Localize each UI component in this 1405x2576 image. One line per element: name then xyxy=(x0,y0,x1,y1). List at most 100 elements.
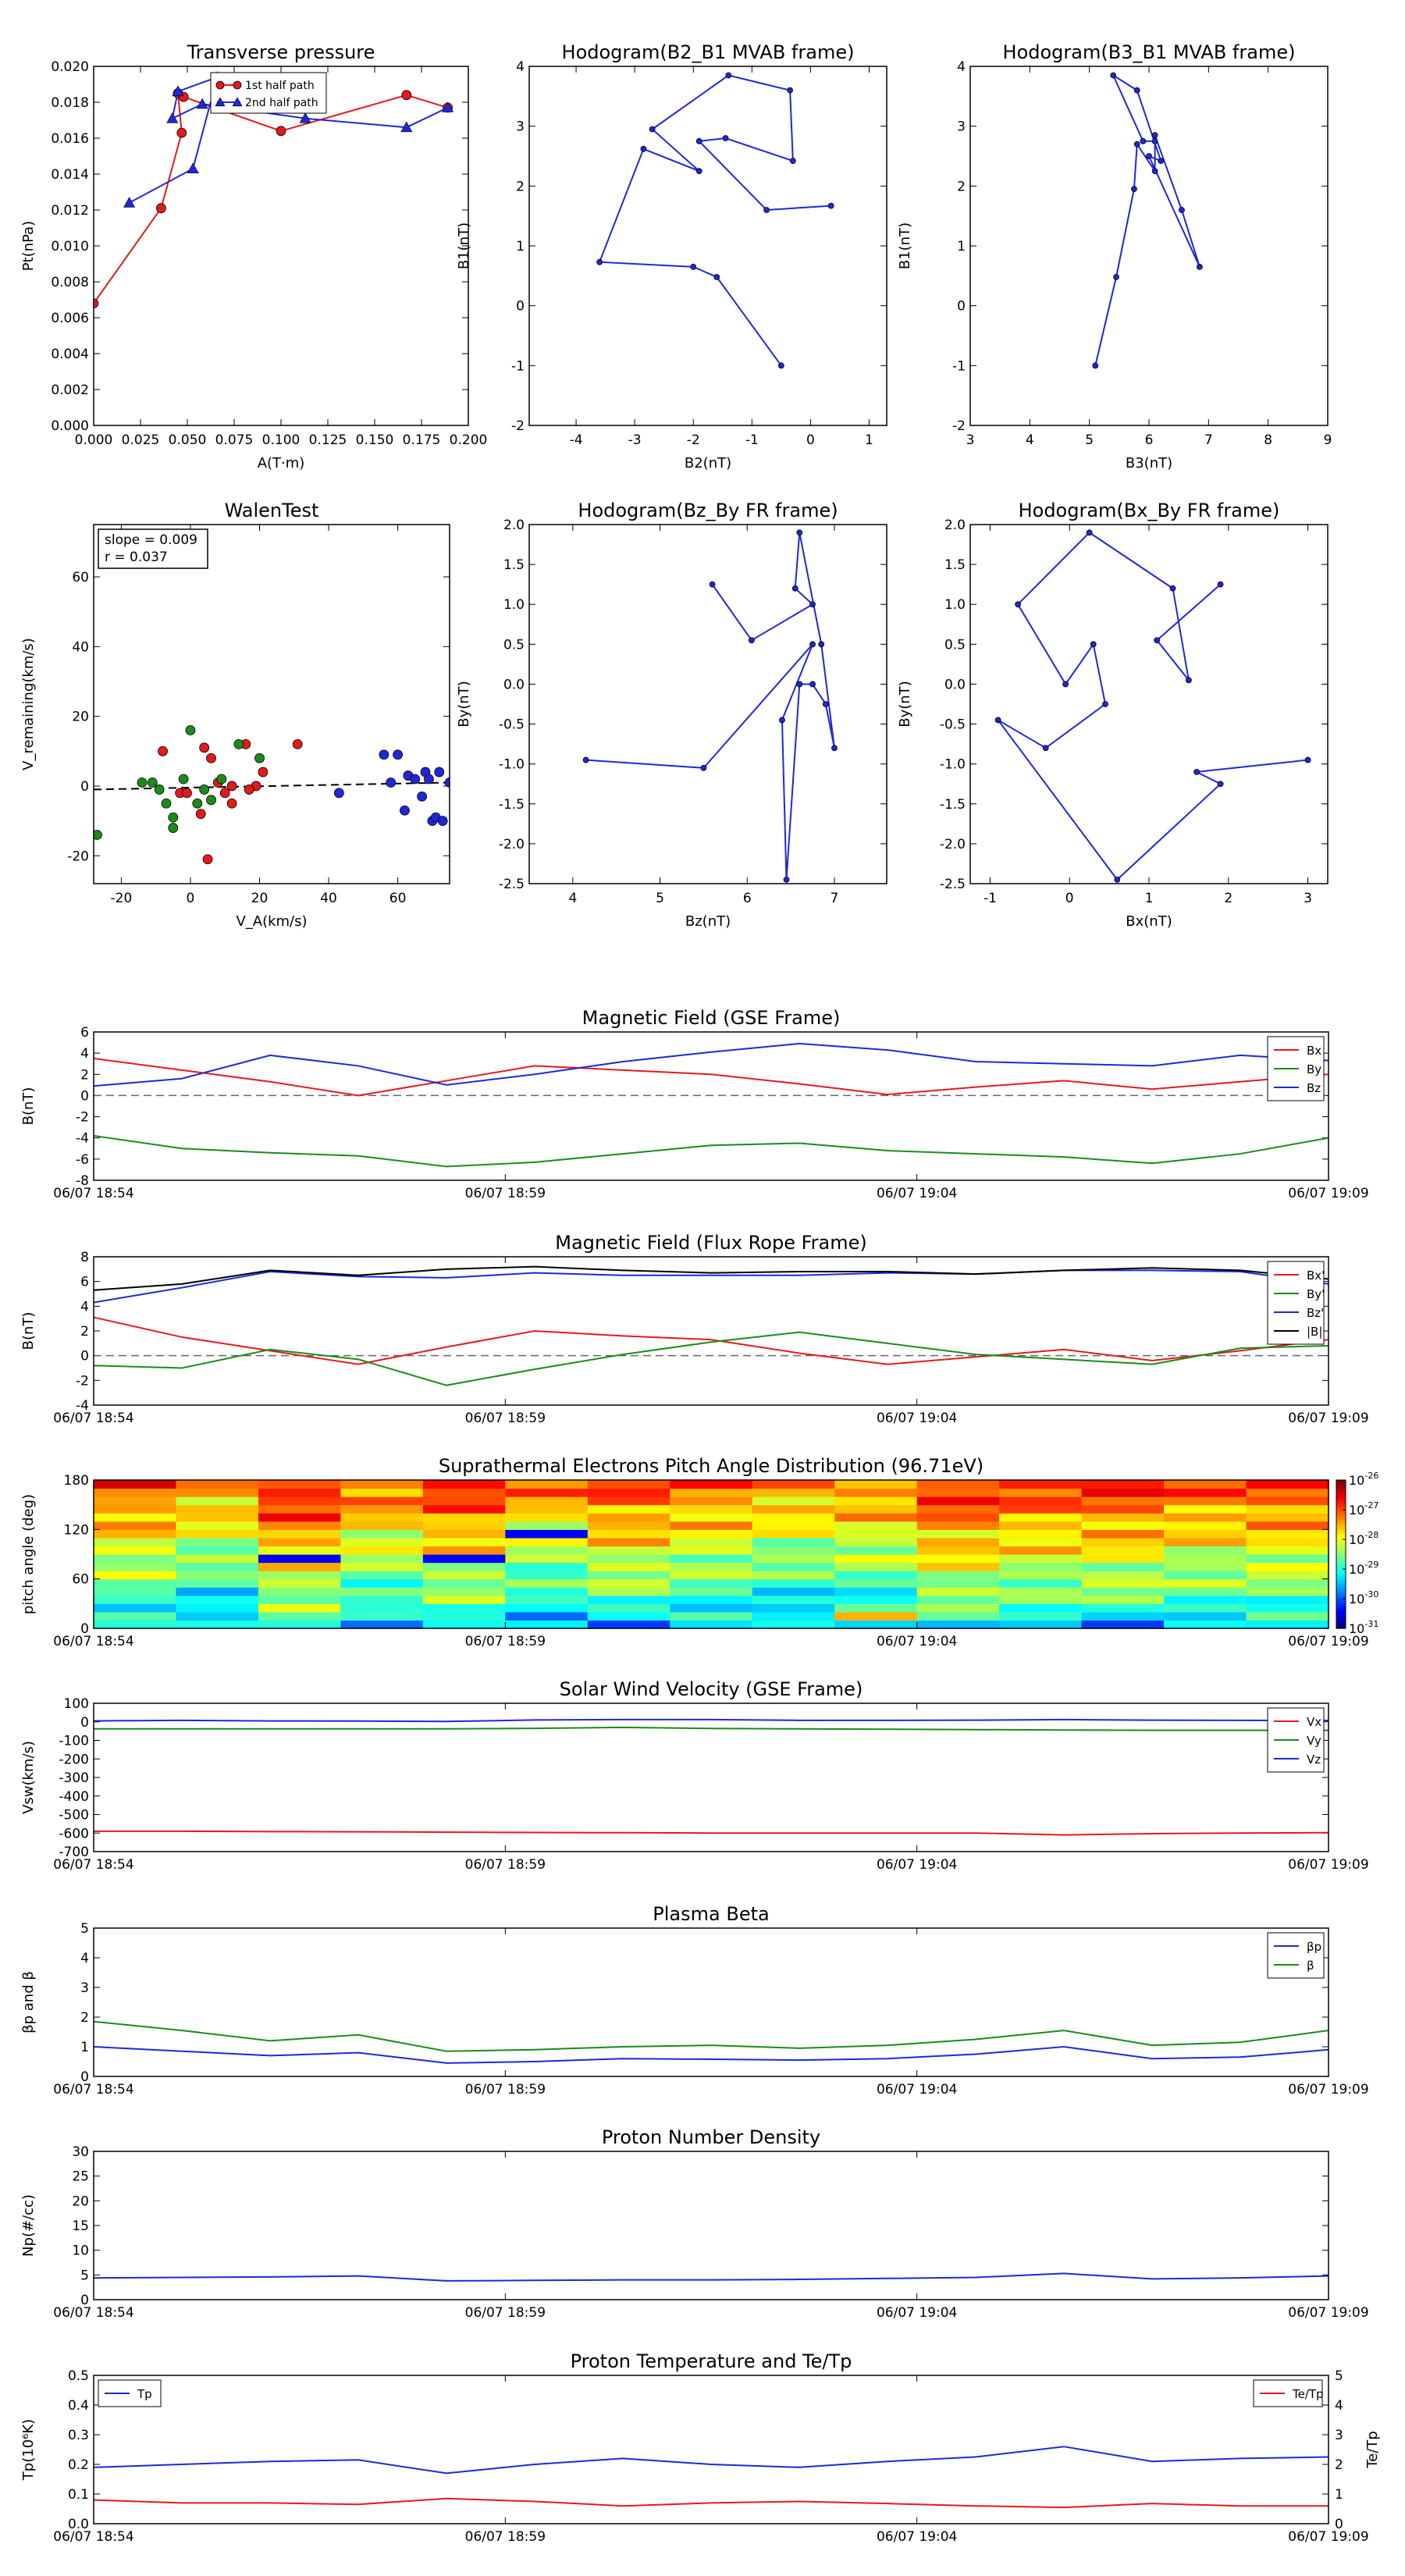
hodogram-b3-b1-ytick-label: 2 xyxy=(957,179,966,194)
pad-cell xyxy=(670,1554,753,1564)
mag-fr-series-By'-line xyxy=(94,1331,1329,1386)
pad-cell xyxy=(916,1513,1000,1522)
mag-gse-time-tick-label: 06/07 18:54 xyxy=(53,1186,133,1201)
pad-cell xyxy=(587,1537,670,1547)
walen-test-point xyxy=(434,767,445,777)
walen-test-xtick-label: 0 xyxy=(187,891,195,906)
vsw-title: Solar Wind Velocity (GSE Frame) xyxy=(560,1678,863,1700)
hodogram-bx-by-point xyxy=(1169,585,1176,592)
mag-fr-chart: Magnetic Field (Flux Rope Frame) 06/07 18… xyxy=(20,1232,1369,1426)
pad-cell xyxy=(999,1488,1083,1497)
mag-gse-ytick-label: 0 xyxy=(80,1088,89,1104)
walen-test-point xyxy=(161,798,172,809)
beta-frame xyxy=(93,1927,1329,2077)
pad-cell xyxy=(916,1537,1000,1547)
pad-chart: Suprathermal Electrons Pitch Angle Distr… xyxy=(20,1455,1378,1649)
colorbar-tick-exponent: -31 xyxy=(1364,1619,1378,1629)
transverse-pressure-series-0-line xyxy=(94,91,448,304)
hodogram-bx-by-ytick-label: -1.5 xyxy=(940,797,966,813)
pad-cell xyxy=(587,1529,670,1539)
hodogram-b2-b1-ytick-label: 4 xyxy=(516,59,525,75)
pad-cell xyxy=(258,1603,341,1613)
hodogram-b3-b1-title: Hodogram(B3_B1 MVAB frame) xyxy=(1003,41,1296,63)
walen-test-point xyxy=(400,805,410,816)
walen-test-point xyxy=(147,777,158,788)
transverse-pressure-point xyxy=(94,298,99,308)
pad-cell xyxy=(916,1611,1000,1621)
pad-cell xyxy=(176,1496,259,1506)
pad-cell xyxy=(1246,1587,1329,1596)
pad-cell xyxy=(340,1546,424,1555)
pad-cell xyxy=(916,1603,1000,1613)
pad-cell xyxy=(834,1496,918,1506)
pad-cell xyxy=(752,1529,835,1539)
pad-cell xyxy=(94,1488,177,1497)
hodogram-bx-by-point xyxy=(1185,677,1192,684)
transverse-pressure-ytick-label: 0.000 xyxy=(51,418,89,434)
pad-cell xyxy=(670,1578,753,1588)
hodogram-b3-b1-frame xyxy=(969,66,1329,426)
tp-time-tick-label: 06/07 19:09 xyxy=(1288,2529,1368,2545)
transverse-pressure-xtick-label: 0.175 xyxy=(403,432,441,448)
pad-cell xyxy=(176,1537,259,1547)
pad-cell xyxy=(752,1571,835,1580)
hodogram-bz-by-point xyxy=(582,756,589,763)
pad-cell xyxy=(258,1504,341,1514)
transverse-pressure-xtick-label: 0.075 xyxy=(215,432,254,448)
pad-cell xyxy=(587,1504,670,1514)
walen-test-point xyxy=(185,725,196,735)
mag-gse-ytick-label: 2 xyxy=(80,1067,89,1083)
mag-fr-time-tick-label: 06/07 18:54 xyxy=(53,1411,133,1426)
pad-cell xyxy=(916,1562,1000,1571)
tp-ytick-label: 0.3 xyxy=(68,2428,89,2443)
pad-cell xyxy=(176,1562,259,1571)
pad-cell xyxy=(94,1537,177,1547)
walen-test-ytick-label: 40 xyxy=(72,639,89,655)
pad-cell xyxy=(1164,1554,1247,1564)
pad-cell xyxy=(670,1571,753,1580)
tp-right-ytick-label: 0 xyxy=(1335,2517,1343,2532)
tp-time-tick-label: 06/07 18:59 xyxy=(465,2529,546,2545)
pad-cell xyxy=(999,1529,1083,1539)
hodogram-b2-b1-point xyxy=(722,135,729,141)
walen-test-frame xyxy=(93,524,450,884)
hodogram-bx-by-point xyxy=(1102,701,1108,707)
pad-cell xyxy=(258,1611,341,1621)
tp-right-ytick-label: 1 xyxy=(1335,2487,1343,2503)
tp-time-tick-label: 06/07 18:54 xyxy=(53,2529,133,2545)
hodogram-b2-b1-point xyxy=(690,263,697,270)
pad-cell xyxy=(422,1620,506,1629)
pad-cell xyxy=(834,1595,918,1604)
pad-cell xyxy=(916,1546,1000,1555)
pad-cell xyxy=(1164,1578,1247,1588)
pad-cell xyxy=(1246,1620,1329,1629)
pad-cell xyxy=(258,1546,341,1555)
pad-cell xyxy=(94,1513,177,1522)
tp-ytick-label: 0.2 xyxy=(68,2457,89,2473)
transverse-pressure-ytick-label: 0.002 xyxy=(51,382,89,398)
pad-cell xyxy=(670,1480,753,1489)
vsw-ytick-label: -300 xyxy=(59,1770,89,1786)
pad-cell xyxy=(422,1587,506,1596)
pad-cell xyxy=(340,1578,424,1588)
colorbar-segment xyxy=(1336,1593,1346,1597)
colorbar-tick-label: 10-26 xyxy=(1349,1471,1378,1488)
hodogram-b3-b1-xtick-label: 3 xyxy=(966,432,975,448)
pad-frame xyxy=(93,1479,1329,1629)
pad-cell xyxy=(340,1603,424,1613)
pad-cell xyxy=(422,1480,506,1489)
colorbar-segment xyxy=(1336,1586,1346,1589)
walen-test-point xyxy=(410,774,421,785)
pad-cell xyxy=(422,1488,506,1497)
colorbar-tick-label: 10-28 xyxy=(1349,1530,1378,1547)
pad-cell xyxy=(1164,1480,1247,1489)
pad-cell xyxy=(1246,1529,1329,1539)
mag-gse-ytick-label: -4 xyxy=(76,1131,89,1147)
colorbar-segment xyxy=(1336,1564,1346,1567)
walen-test-point xyxy=(424,774,434,785)
pad-cell xyxy=(587,1578,670,1588)
hodogram-bz-by-xtick-label: 7 xyxy=(831,891,839,906)
beta-legend-label: β xyxy=(1307,1959,1314,1973)
mag-gse-ytick-label: 4 xyxy=(80,1046,89,1062)
